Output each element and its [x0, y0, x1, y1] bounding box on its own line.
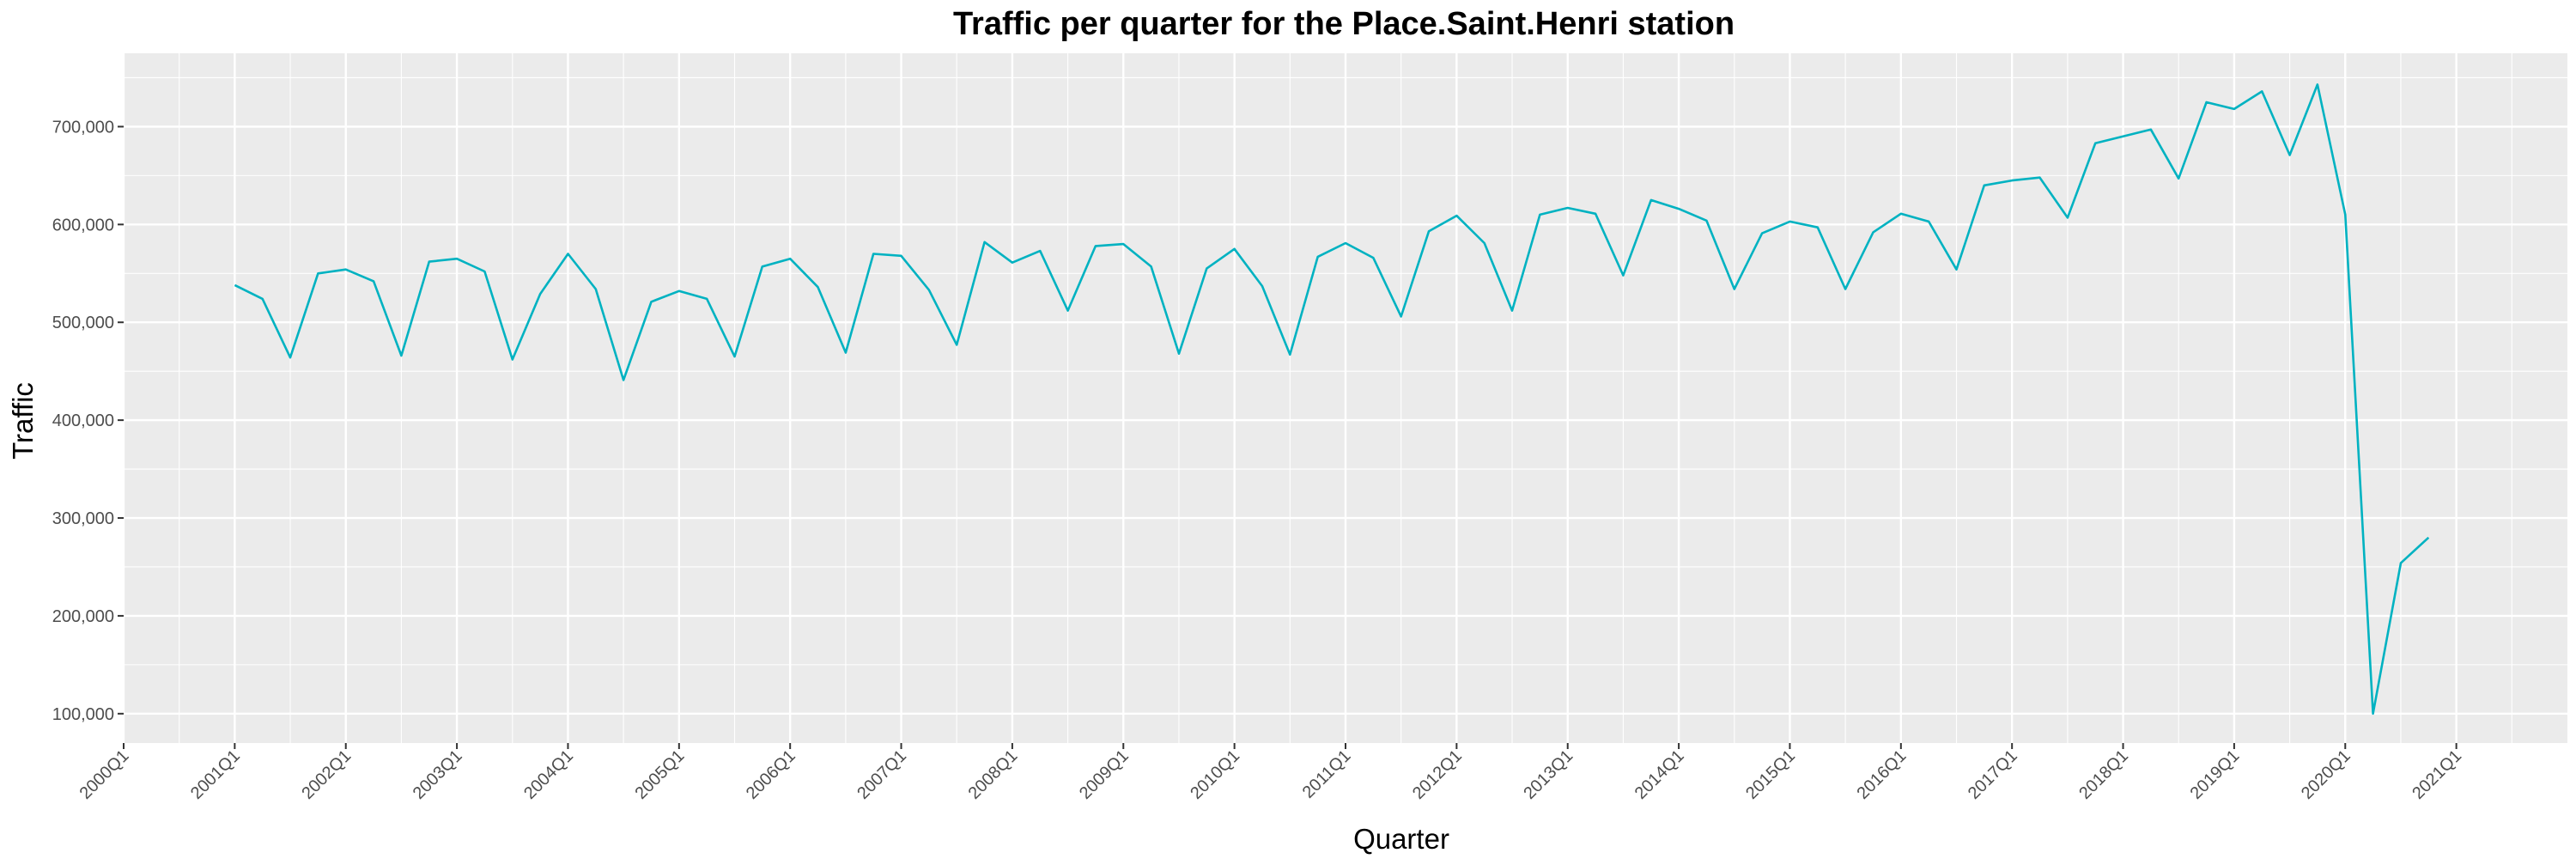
- y-tick-label: 200,000: [52, 607, 114, 626]
- y-tick-label: 700,000: [52, 118, 114, 137]
- x-tick-label: 2019Q1: [2187, 746, 2244, 803]
- y-tick-label: 100,000: [52, 705, 114, 724]
- y-tick-label: 400,000: [52, 411, 114, 430]
- y-tick-label: 600,000: [52, 216, 114, 235]
- x-tick-label: 2002Q1: [298, 746, 355, 803]
- x-tick-label: 2000Q1: [76, 746, 133, 803]
- x-tick-label: 2020Q1: [2298, 746, 2354, 803]
- x-tick-label: 2021Q1: [2409, 746, 2465, 803]
- x-tick-label: 2015Q1: [1742, 746, 1799, 803]
- major-gridlines: [122, 53, 2567, 743]
- x-tick-label: 2001Q1: [187, 746, 244, 803]
- y-tick-label: 500,000: [52, 314, 114, 332]
- x-tick-label: 2008Q1: [965, 746, 1022, 803]
- x-tick-label: 2018Q1: [2075, 746, 2132, 803]
- chart-title: Traffic per quarter for the Place.Saint.…: [953, 6, 1735, 42]
- y-axis-title: Traffic: [7, 382, 39, 460]
- series-layer: [234, 83, 2430, 716]
- x-tick-label: 2006Q1: [743, 746, 799, 803]
- x-tick-label: 2010Q1: [1187, 746, 1243, 803]
- x-tick-label: 2014Q1: [1631, 746, 1688, 803]
- x-tick-label: 2013Q1: [1520, 746, 1577, 803]
- y-axis: 100,000 200,000 300,000 400,000 500,000 600,0…: [52, 118, 124, 724]
- x-axis-title: Quarter: [1353, 823, 1449, 855]
- x-tick-label: 2012Q1: [1409, 746, 1466, 803]
- y-tick-label: 300,000: [52, 509, 114, 528]
- x-tick-label: 2004Q1: [520, 746, 577, 803]
- x-tick-label: 2007Q1: [854, 746, 910, 803]
- series-line: [234, 83, 2430, 716]
- x-tick-label: 2003Q1: [410, 746, 466, 803]
- x-tick-label: 2009Q1: [1076, 746, 1133, 803]
- x-tick-label: 2017Q1: [1965, 746, 2021, 803]
- x-tick-label: 2016Q1: [1853, 746, 1910, 803]
- x-axis: 2000Q1 2001Q1 2002Q1 2003Q1 2004Q1 2005Q1 2006…: [76, 743, 2465, 803]
- x-tick-label: 2005Q1: [631, 746, 688, 803]
- x-tick-label: 2011Q1: [1299, 746, 1355, 802]
